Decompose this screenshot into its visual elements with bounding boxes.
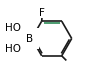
Text: HO: HO [5, 23, 21, 33]
Text: F: F [39, 8, 45, 18]
Text: HO: HO [5, 44, 21, 54]
Text: B: B [26, 33, 33, 44]
